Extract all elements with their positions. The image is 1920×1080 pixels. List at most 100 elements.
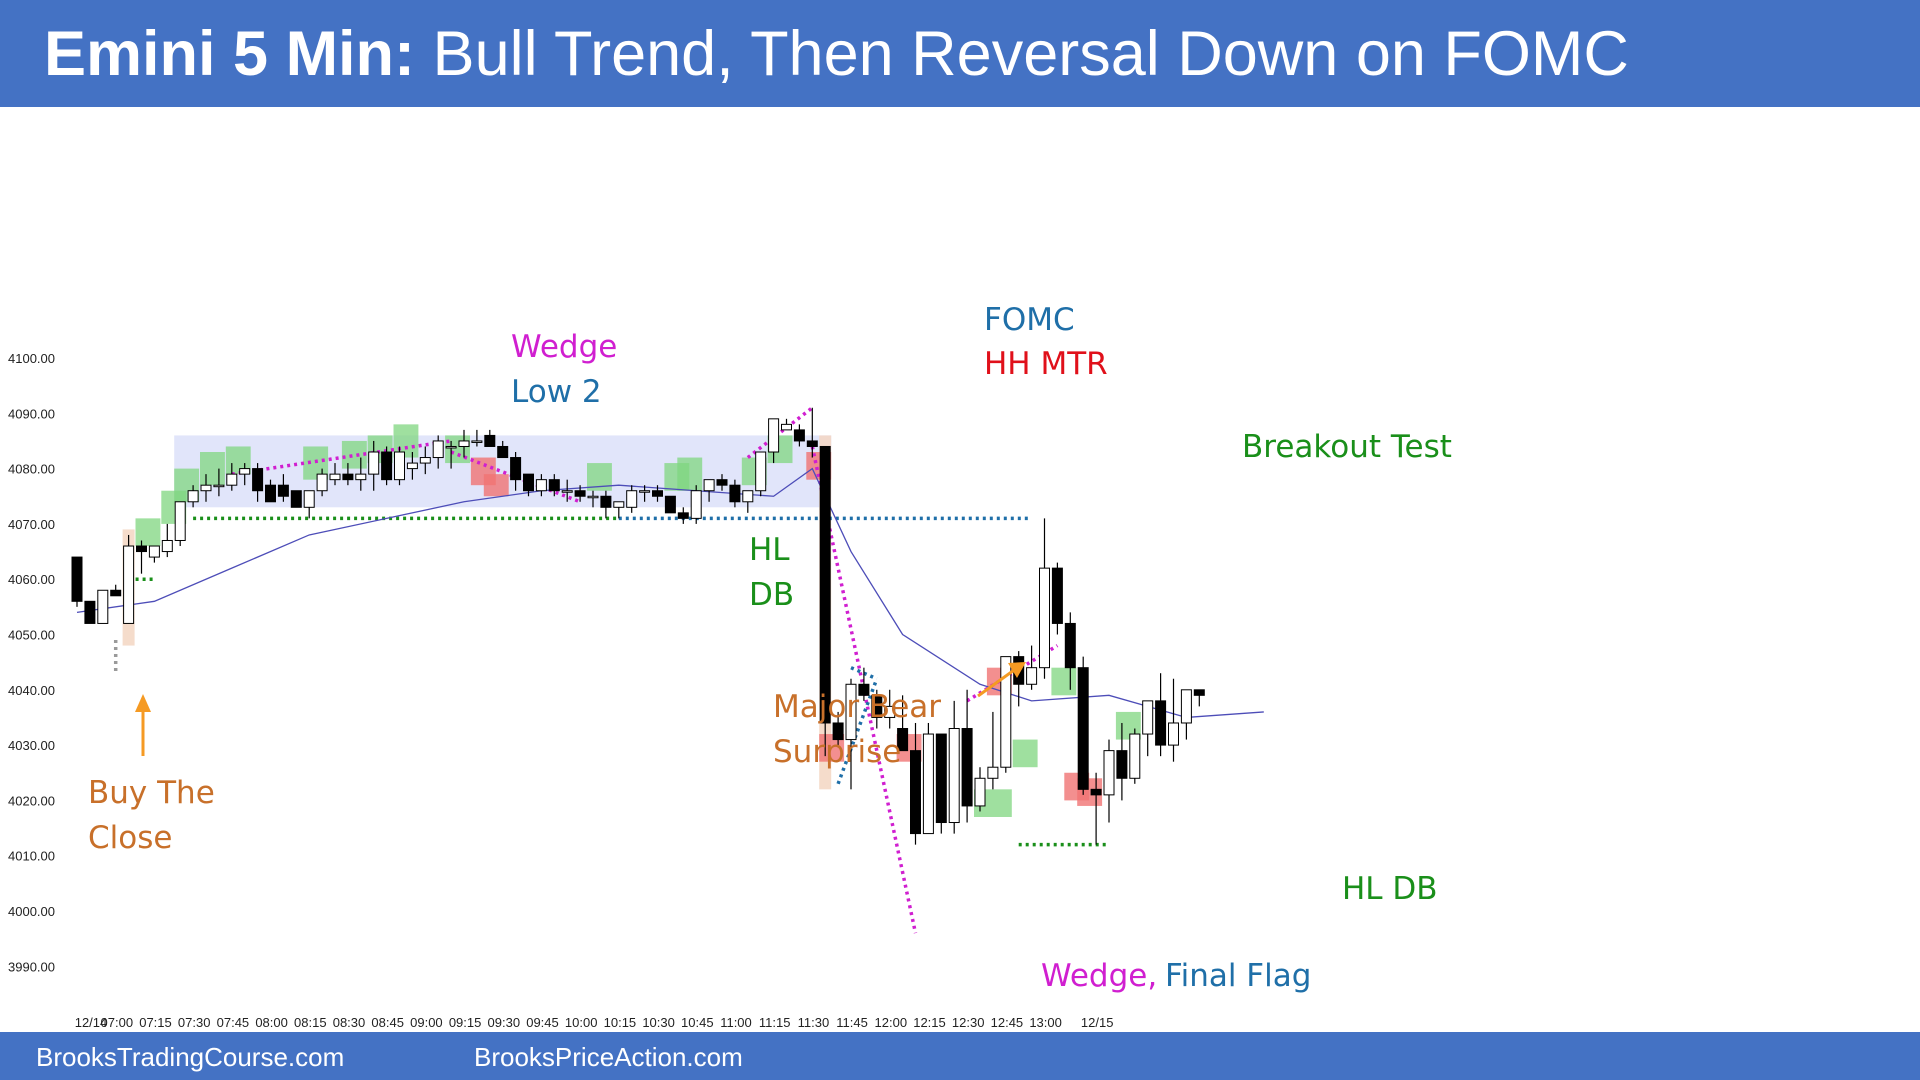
bull-signal-box — [677, 457, 703, 491]
candle-body — [174, 501, 186, 541]
y-tick-label: 4030.00 — [8, 738, 55, 753]
candle-body — [84, 600, 96, 624]
candle-body — [1168, 722, 1179, 746]
candle-body — [819, 445, 831, 724]
buy-arrow-head — [135, 694, 151, 712]
x-tick-label: 12:45 — [991, 1015, 1024, 1030]
candle-body — [1077, 667, 1089, 790]
x-tick-label: 08:45 — [371, 1015, 404, 1030]
y-tick-label: 4100.00 — [8, 351, 55, 366]
x-tick-label: 10:00 — [565, 1015, 598, 1030]
magenta-dotted-line — [450, 450, 581, 504]
candle-body — [277, 484, 289, 497]
candle-body — [497, 445, 509, 459]
candle-body — [729, 484, 741, 503]
candle-body — [922, 733, 934, 835]
annotation-label: Major Bear — [773, 689, 941, 725]
bull-signal-box — [200, 452, 225, 486]
candle-body — [523, 473, 534, 492]
candle-body — [471, 440, 483, 443]
candle-body — [226, 473, 238, 486]
magenta-dotted-line — [231, 439, 452, 476]
annotation-label: Buy The — [88, 775, 215, 811]
candle-body — [161, 539, 173, 553]
candle-body — [961, 728, 973, 807]
x-tick-label: 08:15 — [294, 1015, 327, 1030]
blue-dotted-line — [836, 678, 879, 785]
y-tick-label: 4020.00 — [8, 793, 55, 808]
candle-body — [1000, 656, 1012, 768]
candle-body — [716, 479, 728, 486]
x-tick-label: 11:45 — [836, 1015, 868, 1030]
annotation-label: DB — [749, 577, 794, 613]
candle-body — [342, 473, 354, 481]
header-bar: Emini 5 Min: Bull Trend, Then Reversal D… — [0, 0, 1920, 107]
annotation-label: Low 2 — [511, 374, 602, 410]
bear-signal-box — [483, 474, 509, 497]
x-tick-label: 13:00 — [1029, 1015, 1062, 1030]
annotation-label: Close — [88, 820, 172, 856]
candle-body — [303, 490, 315, 508]
y-tick-label: 4060.00 — [8, 572, 55, 587]
bull-signal-box — [1051, 667, 1077, 696]
candle-body — [677, 512, 689, 519]
candle-body — [897, 728, 909, 752]
bull-signal-box — [135, 518, 161, 547]
candle-body — [548, 479, 560, 492]
candle-body — [1064, 622, 1076, 669]
bull-signal-box — [341, 440, 367, 469]
candle-body — [1051, 567, 1063, 624]
footer-bar: BrooksTradingCourse.com BrooksPriceActio… — [0, 1032, 1920, 1080]
x-tick-label: 10:30 — [642, 1015, 675, 1030]
candle-body — [587, 495, 599, 499]
x-tick-label: 09:15 — [449, 1015, 482, 1030]
candle-body — [329, 473, 341, 481]
x-tick-label: 10:15 — [604, 1015, 637, 1030]
candle-body — [948, 728, 960, 824]
y-tick-label: 4090.00 — [8, 406, 55, 421]
x-tick-label: 11:30 — [798, 1015, 830, 1030]
x-tick-label: 09:00 — [410, 1015, 443, 1030]
candle-body — [97, 589, 109, 624]
candle-body — [690, 490, 702, 519]
x-tick-label: 12/14 — [75, 1015, 108, 1030]
candle-body — [832, 722, 844, 741]
x-tick-label: 08:30 — [333, 1015, 366, 1030]
candle-body — [574, 490, 586, 497]
candle-body — [974, 777, 986, 807]
candle-body — [368, 451, 380, 475]
candle-body — [71, 556, 83, 602]
candle-body — [1129, 733, 1141, 779]
candle-body — [1116, 750, 1128, 779]
surprise-arrow-shaft — [977, 666, 1018, 698]
candle-body — [935, 733, 947, 824]
candle-body — [1180, 689, 1192, 724]
candle-body — [381, 451, 393, 481]
candle-body — [265, 484, 276, 503]
candle-body — [355, 473, 367, 481]
candle-body — [432, 440, 444, 459]
x-tick-label: 07:15 — [139, 1015, 172, 1030]
candle-body — [1193, 689, 1205, 696]
annotation-label: Surprise — [773, 734, 901, 770]
candle-body — [136, 545, 147, 553]
annotation-label: Wedge, — [1041, 958, 1157, 994]
x-tick-label: 11:15 — [759, 1015, 791, 1030]
x-tick-label: 12/15 — [1081, 1015, 1114, 1030]
candle-body — [1103, 750, 1115, 796]
candle-body — [187, 490, 199, 503]
candle-body — [123, 545, 135, 624]
candle-body — [1155, 700, 1167, 746]
x-tick-label: 11:00 — [720, 1015, 752, 1030]
x-tick-label: 12:15 — [913, 1015, 946, 1030]
candle-body — [781, 423, 792, 431]
candle-body — [871, 694, 883, 718]
y-tick-label: 4040.00 — [8, 683, 55, 698]
candle-body — [213, 484, 225, 488]
title-bold: Emini 5 Min: — [44, 19, 416, 89]
x-tick-label: 07:45 — [217, 1015, 250, 1030]
candle-body — [458, 440, 470, 447]
footer-link-brookspriceaction[interactable]: BrooksPriceAction.com — [474, 1042, 743, 1072]
x-tick-label: 09:45 — [526, 1015, 559, 1030]
footer-link-brookstradingcourse[interactable]: BrooksTradingCourse.com — [36, 1042, 345, 1072]
